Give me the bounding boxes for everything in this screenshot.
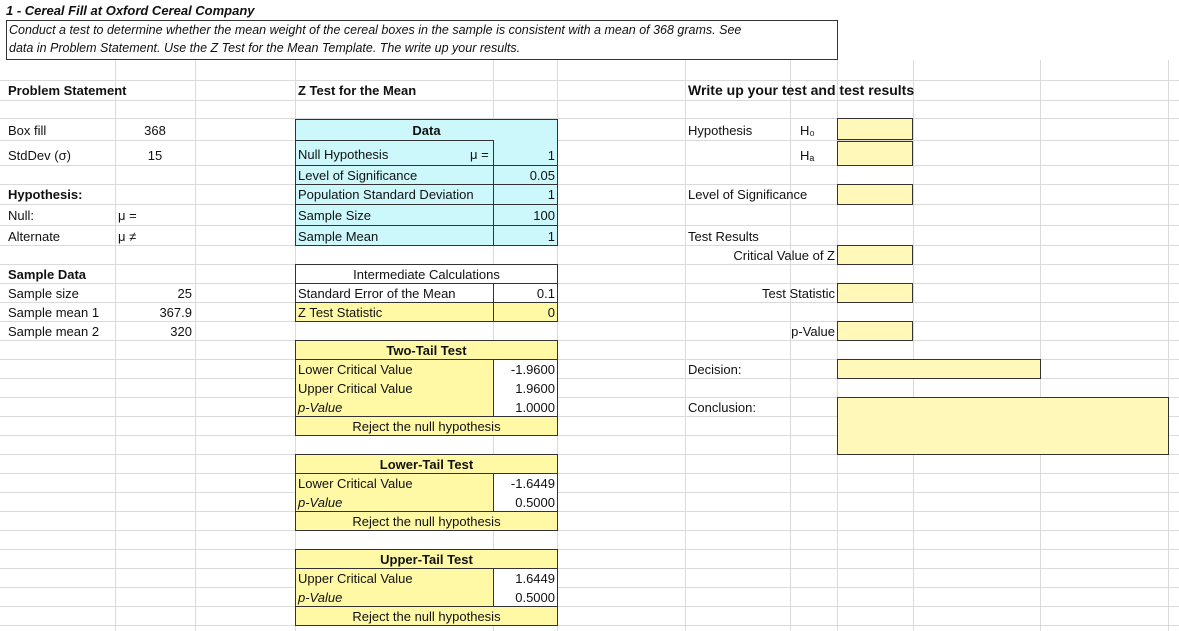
heading: Z Test for the Mean: [298, 83, 417, 98]
value: -1.9600: [510, 362, 555, 377]
label: Level of Significance: [298, 168, 418, 183]
heading: Sample Data: [8, 267, 87, 282]
decision: Reject the null hypothesis: [352, 609, 501, 624]
label: Z Test Statistic: [298, 305, 383, 320]
value: 0.1: [536, 286, 555, 301]
input-box[interactable]: [837, 141, 913, 166]
value: 1.9600: [515, 381, 555, 396]
label: Conclusion:: [688, 400, 756, 415]
symbol: μ =: [470, 147, 489, 162]
input-box[interactable]: [837, 118, 913, 140]
label: Upper Critical Value: [298, 571, 413, 586]
label: Decision:: [688, 362, 742, 377]
divider: [295, 140, 494, 246]
value: 0.5000: [515, 495, 555, 510]
value: 368: [144, 123, 166, 138]
input-box[interactable]: [837, 397, 1169, 455]
label: Population Standard Deviation: [298, 187, 474, 202]
value: 100: [533, 208, 555, 223]
instructions-line: data in Problem Statement. Use the Z Tes…: [9, 41, 521, 55]
instructions-line: Conduct a test to determine whether the …: [9, 23, 742, 37]
cell: [493, 302, 558, 322]
divider: [295, 204, 558, 226]
input-box[interactable]: [837, 184, 913, 205]
label: p-Value: [298, 400, 343, 415]
value: 25: [177, 286, 192, 301]
value: 15: [147, 148, 163, 163]
label: Critical Value of Z: [733, 248, 835, 263]
label: Lower Critical Value: [298, 476, 413, 491]
decision: Reject the null hypothesis: [352, 514, 501, 529]
heading: Write up your test and test results: [688, 82, 915, 98]
label: Hypothesis: [688, 123, 753, 138]
label: Hₐ: [800, 148, 815, 163]
grid-lines: [0, 60, 1179, 631]
value: 320: [170, 324, 192, 339]
table-heading: Upper-Tail Test: [380, 552, 473, 567]
label: p-Value: [791, 324, 835, 339]
label: Box fill: [8, 123, 47, 138]
divider: [295, 165, 558, 185]
label: Sample mean 2: [8, 324, 100, 339]
divider: [295, 359, 558, 417]
instructions-box: [6, 20, 838, 60]
label: Sample Size: [298, 208, 371, 223]
label: Alternate: [8, 229, 61, 244]
value: 1.6449: [515, 571, 555, 586]
table-heading: Two-Tail Test: [386, 343, 467, 358]
cell: [493, 359, 558, 417]
value: 0.05: [529, 168, 555, 183]
heading: Problem Statement: [8, 83, 127, 98]
label: Test Statistic: [762, 286, 835, 301]
input-box[interactable]: [837, 245, 913, 265]
value: 0: [547, 305, 555, 320]
label: Test Results: [688, 229, 759, 244]
value: 1: [547, 187, 555, 202]
value: 1: [547, 229, 555, 244]
label: p-Value: [298, 590, 343, 605]
label: Sample size: [8, 286, 79, 301]
heading: Hypothesis:: [8, 187, 83, 202]
label: Sample mean 1: [8, 305, 100, 320]
label: p-Value: [298, 495, 343, 510]
cell: [493, 473, 558, 512]
title: 1 - Cereal Fill at Oxford Cereal Company: [6, 1, 271, 21]
value: 367.9: [159, 305, 192, 320]
value: 0.5000: [515, 590, 555, 605]
label: Level of Significance: [688, 187, 808, 202]
symbol: μ ≠: [118, 229, 137, 244]
label: StdDev (σ): [8, 148, 71, 163]
value: 1.0000: [515, 400, 555, 415]
cell: [493, 568, 558, 607]
label: H₀: [800, 123, 815, 138]
table-heading: Lower-Tail Test: [379, 457, 474, 472]
value: 1: [547, 148, 555, 163]
label: Lower Critical Value: [298, 362, 413, 377]
decision: Reject the null hypothesis: [352, 419, 501, 434]
label: Upper Critical Value: [298, 381, 413, 396]
divider: [295, 568, 558, 607]
label: Null:: [8, 208, 35, 223]
input-box[interactable]: [837, 359, 1041, 379]
input-box[interactable]: [837, 321, 913, 341]
table-heading: Intermediate Calculations: [353, 267, 500, 282]
label: Standard Error of the Mean: [298, 286, 456, 301]
label: Null Hypothesis: [298, 147, 389, 162]
divider: [295, 473, 558, 512]
table-heading: Data: [412, 123, 441, 138]
label: Sample Mean: [298, 229, 379, 244]
input-box[interactable]: [837, 283, 913, 303]
value: -1.6449: [510, 476, 555, 491]
symbol: μ =: [118, 208, 137, 223]
